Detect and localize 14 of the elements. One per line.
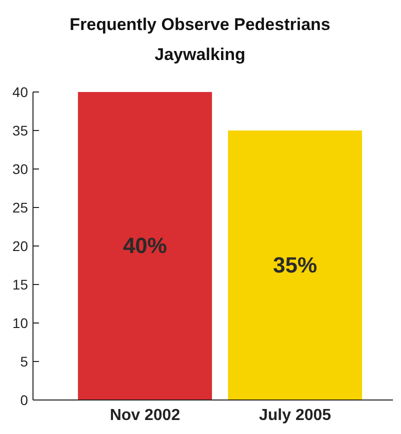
y-tick-label: 30 [12, 161, 28, 177]
y-tick-label: 0 [20, 392, 28, 408]
y-tick-label: 15 [12, 276, 28, 292]
data-label: 35% [273, 252, 318, 278]
y-tick-label: 20 [12, 238, 28, 254]
y-tick-label: 10 [12, 315, 28, 331]
y-tick-label: 35 [12, 122, 28, 138]
y-tick-label: 40 [12, 84, 28, 100]
y-tick-label: 25 [12, 200, 28, 216]
chart-title: Frequently Observe Pedestrians Jaywalking [70, 15, 330, 64]
y-tick-label: 5 [20, 354, 28, 370]
x-tick-label: July 2005 [259, 407, 332, 424]
x-tick-label: Nov 2002 [110, 407, 180, 424]
data-label: 40% [122, 233, 167, 258]
